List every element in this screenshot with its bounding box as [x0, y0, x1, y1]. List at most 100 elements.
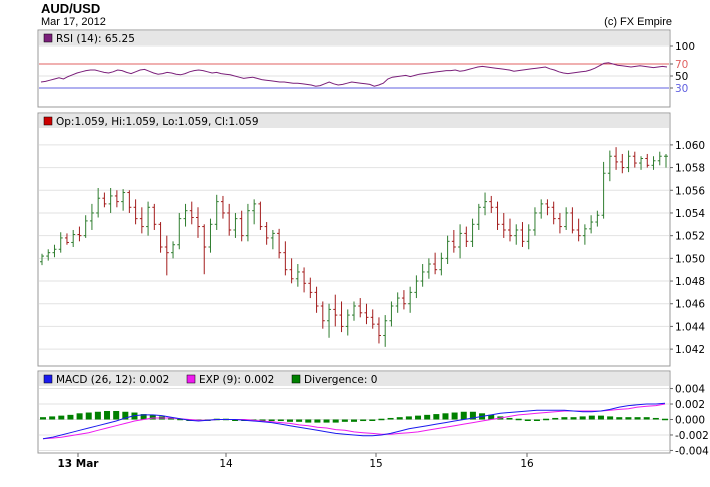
ohlc-bar: [626, 150, 631, 173]
price-tick-label: 1.060: [675, 140, 705, 152]
ohlc-bar: [358, 298, 363, 318]
ohlc-bar: [564, 207, 569, 230]
ohlc-bar: [495, 201, 500, 230]
ohlc-bar: [582, 224, 587, 245]
ohlc-bar: [557, 212, 562, 234]
price-legend-bar: [39, 114, 669, 128]
price-tick-label: 1.044: [675, 321, 705, 333]
ohlc-bar: [514, 224, 519, 245]
divergence-bar: [415, 415, 422, 420]
ohlc-bar: [651, 156, 656, 170]
price-tick-label: 1.048: [675, 276, 705, 288]
price-tick-label: 1.058: [675, 163, 705, 175]
ohlc-bar: [196, 207, 200, 238]
divergence-bar: [424, 414, 431, 420]
ohlc-bar: [576, 218, 581, 242]
ohlc-bar: [614, 147, 619, 170]
price-tick-label: 1.056: [675, 185, 705, 197]
divergence-bar: [76, 413, 83, 420]
divergence-bar: [396, 417, 403, 420]
divergence-bar: [616, 417, 623, 420]
ohlc-bar: [227, 203, 232, 236]
ohlc-bar: [645, 153, 650, 168]
ohlc-bar: [539, 199, 544, 219]
ohlc-bar: [376, 317, 381, 344]
chart-date: Mar 17, 2012: [41, 16, 106, 28]
ohlc-bar: [620, 153, 625, 174]
x-tick-label: 14: [219, 458, 233, 470]
divergence-bar: [515, 418, 522, 421]
divergence-bar: [296, 419, 303, 422]
divergence-bar: [533, 419, 540, 421]
ohlc-bar: [401, 290, 406, 310]
rsi-series-line: [40, 62, 668, 87]
ohlc-bar: [308, 277, 313, 299]
ohlc-bar: [664, 153, 668, 168]
divergence-bar: [597, 415, 604, 420]
ohlc-bar: [64, 233, 69, 245]
macd-tick-label: 0.004: [675, 384, 705, 396]
ohlc-bar: [89, 203, 94, 230]
divergence-bar: [232, 419, 239, 421]
price-tick-label: 1.054: [675, 208, 705, 220]
ohlc-bar: [320, 301, 325, 329]
rsi-legend-swatch: [43, 33, 53, 43]
ohlc-bar: [108, 188, 113, 213]
divergence-bar: [305, 419, 312, 423]
ohlc-bar: [395, 292, 400, 313]
divergence-bar: [561, 417, 568, 420]
macd-legend-swatch: [43, 374, 53, 384]
ohlc-bar: [202, 224, 207, 275]
ohlc-bar: [489, 195, 494, 213]
x-tick-label: 16: [520, 458, 534, 470]
ohlc-bar: [364, 303, 369, 325]
copyright-label: (c) FX Empire: [604, 16, 672, 28]
divergence-bar: [351, 419, 357, 422]
chart-title: AUD/USD: [41, 1, 101, 16]
x-tick-label: 13 Mar: [58, 458, 100, 470]
ohlc-bar: [589, 215, 594, 234]
macd-line: [42, 402, 666, 440]
ohlc-bar: [476, 203, 481, 230]
divergence-bar: [488, 414, 495, 420]
ohlc-bar: [121, 189, 126, 211]
ohlc-bar: [139, 207, 144, 234]
ohlc-bar: [595, 210, 600, 227]
ohlc-bar: [607, 150, 612, 182]
ohlc-bar: [339, 301, 344, 333]
ohlc-bar: [283, 241, 288, 276]
x-tick-label: 15: [369, 458, 382, 470]
ohlc-bar: [146, 201, 151, 236]
divergence-bar: [113, 410, 120, 420]
ohlc-bar: [46, 249, 51, 261]
ohlc-bar: [632, 151, 637, 168]
ohlc-bar: [189, 201, 194, 225]
ohlc-bar: [314, 286, 319, 313]
ohlc-bar: [264, 222, 269, 245]
divergence-bar: [94, 411, 101, 420]
ohlc-bar: [445, 235, 450, 265]
divergence-bar: [314, 419, 321, 423]
price-tick-label: 1.050: [675, 253, 705, 265]
ohlc-bar: [408, 286, 413, 313]
ohlc-bar: [52, 244, 57, 258]
divergence-bar: [259, 419, 266, 422]
ohlc-bar: [96, 188, 101, 218]
divergence-bar: [451, 412, 458, 420]
macd-tick-label: -0.002: [675, 430, 709, 442]
ohlc-bar: [570, 207, 575, 234]
rsi-tick-label: 70: [675, 59, 688, 71]
ohlc-bar: [295, 264, 300, 287]
divergence-bar: [552, 417, 559, 420]
ohlc-bar: [639, 156, 644, 170]
ohlc-bar: [164, 235, 169, 276]
ohlc-bar: [508, 218, 512, 242]
exp-signal-line: [42, 403, 666, 440]
ohlc-bar: [657, 151, 662, 166]
divergence-bar: [149, 414, 156, 420]
divergence-bar: [506, 417, 513, 420]
rsi-legend-text: RSI (14): 65.25: [56, 33, 135, 45]
price-tick-label: 1.046: [675, 299, 705, 311]
divergence-bar: [323, 419, 330, 423]
ohlc-bar: [158, 222, 163, 253]
